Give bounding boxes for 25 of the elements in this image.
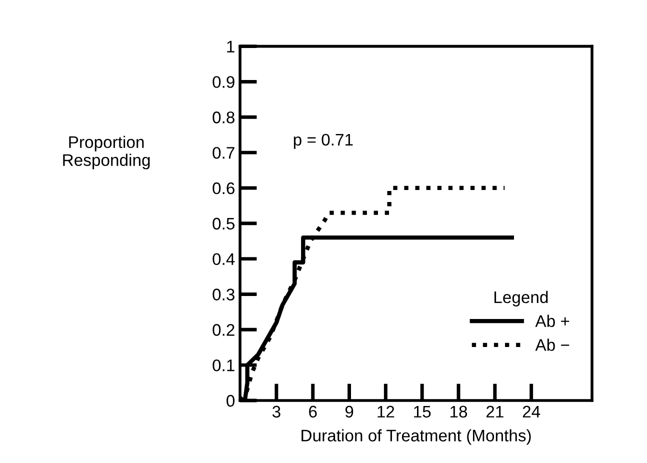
y-axis-title: Proportion Responding [63, 136, 150, 170]
annotation: p = 0.71 [294, 134, 353, 149]
y-tick-label: 0.8 [212, 112, 234, 124]
x-tick-label: 15 [414, 406, 431, 418]
y-tick-label: 0.3 [212, 288, 234, 300]
x-tick-label: 18 [450, 406, 468, 418]
y-tick-label: 1 [227, 40, 234, 52]
y-tick-label: 0.1 [212, 359, 234, 372]
y-tick-label: 0.2 [212, 324, 234, 336]
y-tick-label: 0.9 [212, 76, 234, 88]
x-tick-label: 12 [378, 406, 394, 418]
legend-label: Ab − [535, 338, 570, 351]
legend-label: Ab + [535, 314, 570, 328]
y-tick-label: 0.4 [212, 253, 235, 266]
x-tick-label: 9 [345, 406, 354, 418]
y-tick-label: 0 [226, 394, 235, 407]
y-tick-label: 0.7 [212, 146, 234, 159]
x-tick-label: 3 [272, 406, 280, 418]
x-axis-title: Duration of Treatment (Months) [302, 429, 531, 445]
x-tick-label: 21 [486, 406, 504, 418]
x-tick-label: 6 [309, 406, 317, 418]
y-tick-label: 0.5 [212, 218, 234, 230]
legend-title: Legend [494, 290, 548, 306]
x-tick-label: 24 [522, 406, 540, 418]
y-tick-label: 0.6 [212, 182, 234, 194]
